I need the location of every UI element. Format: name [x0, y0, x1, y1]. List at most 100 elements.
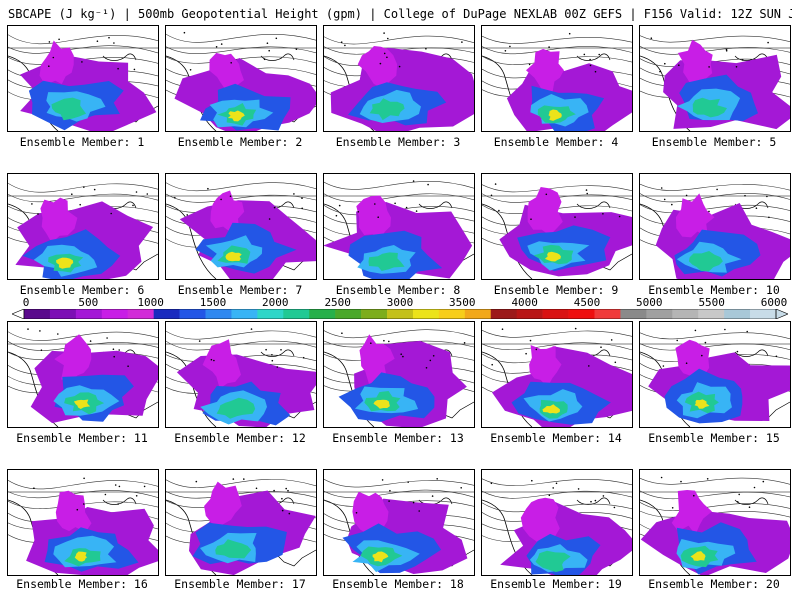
member-label: Ensemble Member: 6: [19, 283, 145, 297]
colorbar-tick-label: 4500: [573, 296, 601, 309]
member-label: Ensemble Member: 18: [332, 577, 464, 591]
colorbar-swatch: [153, 309, 180, 319]
member-label: Ensemble Member: 7: [177, 283, 303, 297]
colorbar-swatch: [464, 309, 492, 319]
colorbar-swatch: [49, 309, 77, 319]
member-label: Ensemble Member: 8: [335, 283, 461, 297]
member-label: Ensemble Member: 14: [490, 431, 622, 445]
member-map-panel: [323, 25, 475, 132]
member-label: Ensemble Member: 11: [16, 431, 148, 445]
cape-map-icon: [8, 182, 158, 279]
colorbar-swatch: [568, 309, 595, 319]
member-label: Ensemble Member: 19: [490, 577, 622, 591]
member-label: Ensemble Member: 4: [493, 135, 619, 149]
cape-map-icon: [640, 35, 790, 131]
member-map-panel: [639, 173, 791, 280]
colorbar: [12, 309, 788, 319]
member-label: Ensemble Member: 5: [651, 135, 777, 149]
colorbar-ticks: 0 500 1000 1500 2000 2500 3000 3500 4000 4500 5000…: [0, 296, 800, 310]
cape-map-icon: [324, 329, 474, 427]
colorbar-tick-label: 500: [78, 296, 99, 309]
cape-map-icon: [482, 327, 632, 427]
member-map-panel: [323, 173, 475, 280]
member-label: Ensemble Member: 16: [16, 577, 148, 591]
colorbar-tick-label: 2000: [262, 296, 289, 309]
member-map-panel: [165, 173, 317, 280]
colorbar-swatch: [698, 309, 725, 319]
cape-map-icon: [166, 31, 316, 131]
colorbar-swatch: [672, 309, 699, 319]
colorbar-swatch: [205, 309, 232, 319]
member-map-panel: [165, 25, 317, 132]
member-map-panel: [481, 25, 633, 132]
member-label: Ensemble Member: 20: [648, 577, 780, 591]
member-label: Ensemble Member: 12: [174, 431, 306, 445]
colorbar-swatch: [646, 309, 673, 319]
member-label: Ensemble Member: 1: [19, 135, 145, 149]
member-label: Ensemble Member: 10: [648, 283, 780, 297]
cape-map-icon: [324, 32, 474, 131]
colorbar-swatch: [412, 309, 440, 319]
member-map-panel: [7, 321, 159, 428]
colorbar-tick-label: 5500: [698, 296, 725, 309]
colorbar-swatch: [75, 309, 103, 319]
member-map-panel: [639, 469, 791, 576]
colorbar-swatch: [387, 309, 414, 319]
colorbar-tick-label: 1500: [199, 296, 227, 309]
member-map-panel: [481, 321, 633, 428]
cape-map-icon: [324, 180, 474, 279]
member-label: Ensemble Member: 13: [332, 431, 464, 445]
colorbar-tick-label: 1000: [137, 296, 164, 309]
member-map-panel: [323, 321, 475, 428]
colorbar-swatch: [257, 309, 284, 319]
colorbar-tick-label: 6000: [760, 296, 788, 309]
figure-title: SBCAPE (J kg⁻¹) | 500mb Geopotential Hei…: [8, 7, 792, 21]
colorbar-swatch: [24, 309, 51, 319]
cape-map-icon: [482, 478, 632, 575]
member-map-panel: [323, 469, 475, 576]
cape-map-icon: [324, 478, 474, 575]
member-map-panel: [481, 469, 633, 576]
colorbar-swatch: [309, 309, 336, 319]
colorbar-swatch: [724, 309, 751, 319]
cape-map-icon: [640, 328, 790, 427]
cape-map-icon: [166, 328, 316, 427]
member-label: Ensemble Member: 2: [177, 135, 303, 149]
cape-map-icon: [640, 476, 790, 575]
member-label: Ensemble Member: 15: [648, 431, 780, 445]
member-map-panel: [7, 25, 159, 132]
member-map-panel: [7, 173, 159, 280]
colorbar-swatch: [179, 309, 206, 319]
colorbar-tick-label: 3500: [449, 296, 476, 309]
colorbar-tick-label: 4000: [511, 296, 538, 309]
cape-map-icon: [640, 183, 790, 279]
member-map-panel: [165, 321, 317, 428]
member-map-panel: [639, 25, 791, 132]
cape-map-icon: [8, 477, 158, 575]
colorbar-swatch: [101, 309, 129, 319]
colorbar-swatch: [490, 309, 517, 319]
member-map-panel: [639, 321, 791, 428]
colorbar-swatch: [438, 309, 466, 319]
colorbar-swatch: [516, 309, 543, 319]
colorbar-swatch: [542, 309, 569, 319]
member-label: Ensemble Member: 17: [174, 577, 306, 591]
colorbar-swatch: [335, 309, 362, 319]
colorbar-swatch: [594, 309, 621, 319]
colorbar-tick-label: 2500: [324, 296, 351, 309]
colorbar-tick-label: 0: [22, 296, 30, 309]
cape-map-icon: [8, 328, 158, 427]
cape-map-icon: [8, 34, 158, 131]
member-map-panel: [7, 469, 159, 576]
member-map-panel: [481, 173, 633, 280]
cape-map-icon: [166, 182, 316, 279]
colorbar-tick-label: 5000: [636, 296, 663, 309]
member-label: Ensemble Member: 9: [493, 283, 619, 297]
colorbar-swatch: [127, 309, 154, 319]
cape-map-icon: [482, 183, 632, 279]
colorbar-tick-label: 3000: [386, 296, 414, 309]
member-label: Ensemble Member: 3: [335, 135, 461, 149]
colorbar-swatch: [361, 309, 388, 319]
cape-map-icon: [482, 32, 632, 131]
colorbar-swatch: [620, 309, 647, 319]
